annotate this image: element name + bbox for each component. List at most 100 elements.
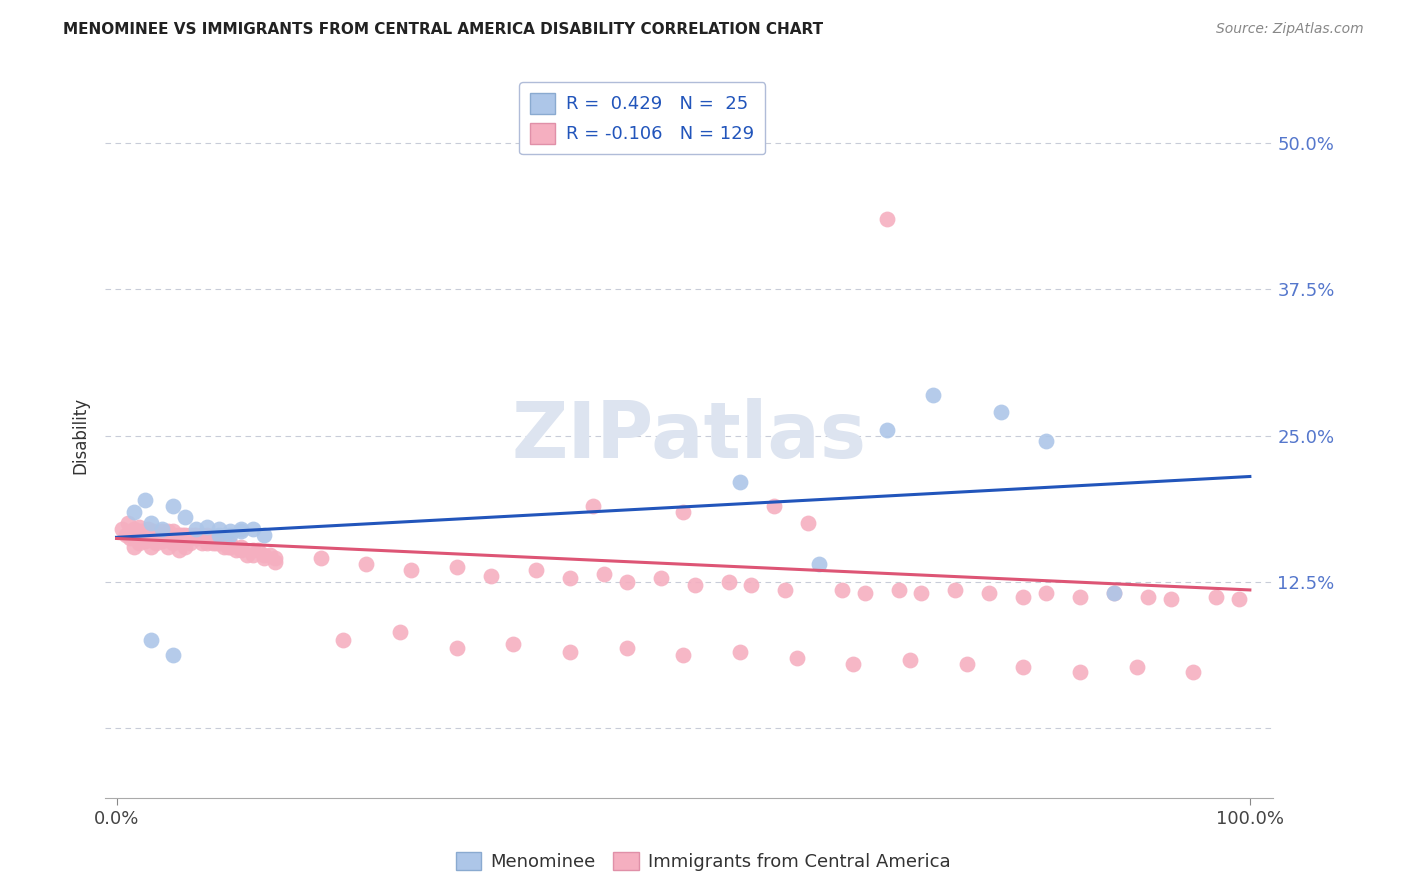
Point bbox=[740, 578, 762, 592]
Point bbox=[943, 582, 966, 597]
Point bbox=[231, 540, 253, 554]
Point bbox=[797, 516, 820, 531]
Point bbox=[524, 563, 547, 577]
Point bbox=[149, 528, 172, 542]
Point bbox=[128, 536, 150, 550]
Point bbox=[762, 499, 785, 513]
Point bbox=[1035, 434, 1057, 449]
Point bbox=[122, 505, 145, 519]
Point bbox=[183, 528, 205, 542]
Point bbox=[502, 637, 524, 651]
Text: MENOMINEE VS IMMIGRANTS FROM CENTRAL AMERICA DISABILITY CORRELATION CHART: MENOMINEE VS IMMIGRANTS FROM CENTRAL AME… bbox=[63, 22, 824, 37]
Point bbox=[876, 423, 898, 437]
Point bbox=[1012, 590, 1035, 604]
Legend: R =  0.429   N =  25, R = -0.106   N = 129: R = 0.429 N = 25, R = -0.106 N = 129 bbox=[519, 82, 765, 154]
Point bbox=[921, 387, 943, 401]
Point bbox=[1035, 586, 1057, 600]
Point bbox=[728, 645, 751, 659]
Point bbox=[184, 528, 207, 542]
Point bbox=[898, 653, 921, 667]
Point bbox=[990, 405, 1012, 419]
Point bbox=[179, 528, 201, 542]
Point bbox=[162, 524, 184, 539]
Point bbox=[162, 648, 184, 663]
Point bbox=[167, 543, 190, 558]
Point bbox=[1069, 665, 1091, 679]
Point bbox=[205, 536, 228, 550]
Point bbox=[1160, 592, 1182, 607]
Text: ZIPatlas: ZIPatlas bbox=[512, 398, 866, 474]
Point bbox=[134, 492, 156, 507]
Point bbox=[162, 499, 184, 513]
Point bbox=[332, 633, 354, 648]
Point bbox=[111, 522, 134, 536]
Point bbox=[253, 548, 276, 562]
Point bbox=[139, 528, 162, 542]
Point bbox=[683, 578, 706, 592]
Point bbox=[309, 551, 332, 566]
Point bbox=[218, 528, 240, 542]
Point bbox=[1205, 590, 1227, 604]
Point bbox=[173, 528, 195, 542]
Point bbox=[1102, 586, 1125, 600]
Point bbox=[217, 540, 239, 554]
Point bbox=[194, 532, 217, 546]
Point bbox=[212, 540, 235, 554]
Point bbox=[616, 641, 638, 656]
Point bbox=[212, 536, 235, 550]
Point bbox=[198, 532, 221, 546]
Point bbox=[173, 510, 195, 524]
Point bbox=[887, 582, 910, 597]
Point bbox=[114, 528, 136, 542]
Point bbox=[173, 532, 195, 546]
Point bbox=[1102, 586, 1125, 600]
Point bbox=[831, 582, 853, 597]
Point bbox=[242, 543, 264, 558]
Point bbox=[253, 551, 276, 566]
Point bbox=[910, 586, 932, 600]
Point bbox=[207, 522, 229, 536]
Point bbox=[142, 524, 165, 539]
Point bbox=[207, 532, 229, 546]
Point bbox=[209, 532, 232, 546]
Point bbox=[1227, 592, 1250, 607]
Point bbox=[122, 522, 145, 536]
Point bbox=[134, 533, 156, 548]
Point bbox=[242, 522, 264, 536]
Point bbox=[354, 558, 377, 572]
Point bbox=[247, 543, 270, 558]
Point bbox=[242, 548, 264, 562]
Point bbox=[120, 532, 142, 546]
Point bbox=[190, 536, 212, 550]
Point bbox=[581, 499, 603, 513]
Point bbox=[218, 540, 240, 554]
Point bbox=[150, 533, 173, 548]
Point bbox=[173, 540, 195, 554]
Text: Source: ZipAtlas.com: Source: ZipAtlas.com bbox=[1216, 22, 1364, 37]
Point bbox=[145, 532, 167, 546]
Point bbox=[253, 528, 276, 542]
Point bbox=[842, 657, 865, 671]
Point bbox=[128, 520, 150, 534]
Point bbox=[672, 648, 695, 663]
Point bbox=[717, 574, 740, 589]
Point bbox=[179, 536, 201, 550]
Point bbox=[167, 532, 190, 546]
Point bbox=[388, 625, 411, 640]
Point bbox=[558, 645, 581, 659]
Point bbox=[128, 528, 150, 542]
Point bbox=[139, 516, 162, 531]
Point bbox=[592, 566, 614, 581]
Point bbox=[399, 563, 422, 577]
Point bbox=[955, 657, 977, 671]
Point bbox=[117, 516, 139, 531]
Point bbox=[207, 528, 229, 542]
Point bbox=[190, 528, 212, 542]
Point bbox=[1012, 660, 1035, 674]
Point bbox=[165, 532, 187, 546]
Point bbox=[179, 532, 201, 546]
Point bbox=[153, 528, 176, 542]
Point bbox=[218, 536, 240, 550]
Point bbox=[145, 528, 167, 542]
Point bbox=[479, 569, 502, 583]
